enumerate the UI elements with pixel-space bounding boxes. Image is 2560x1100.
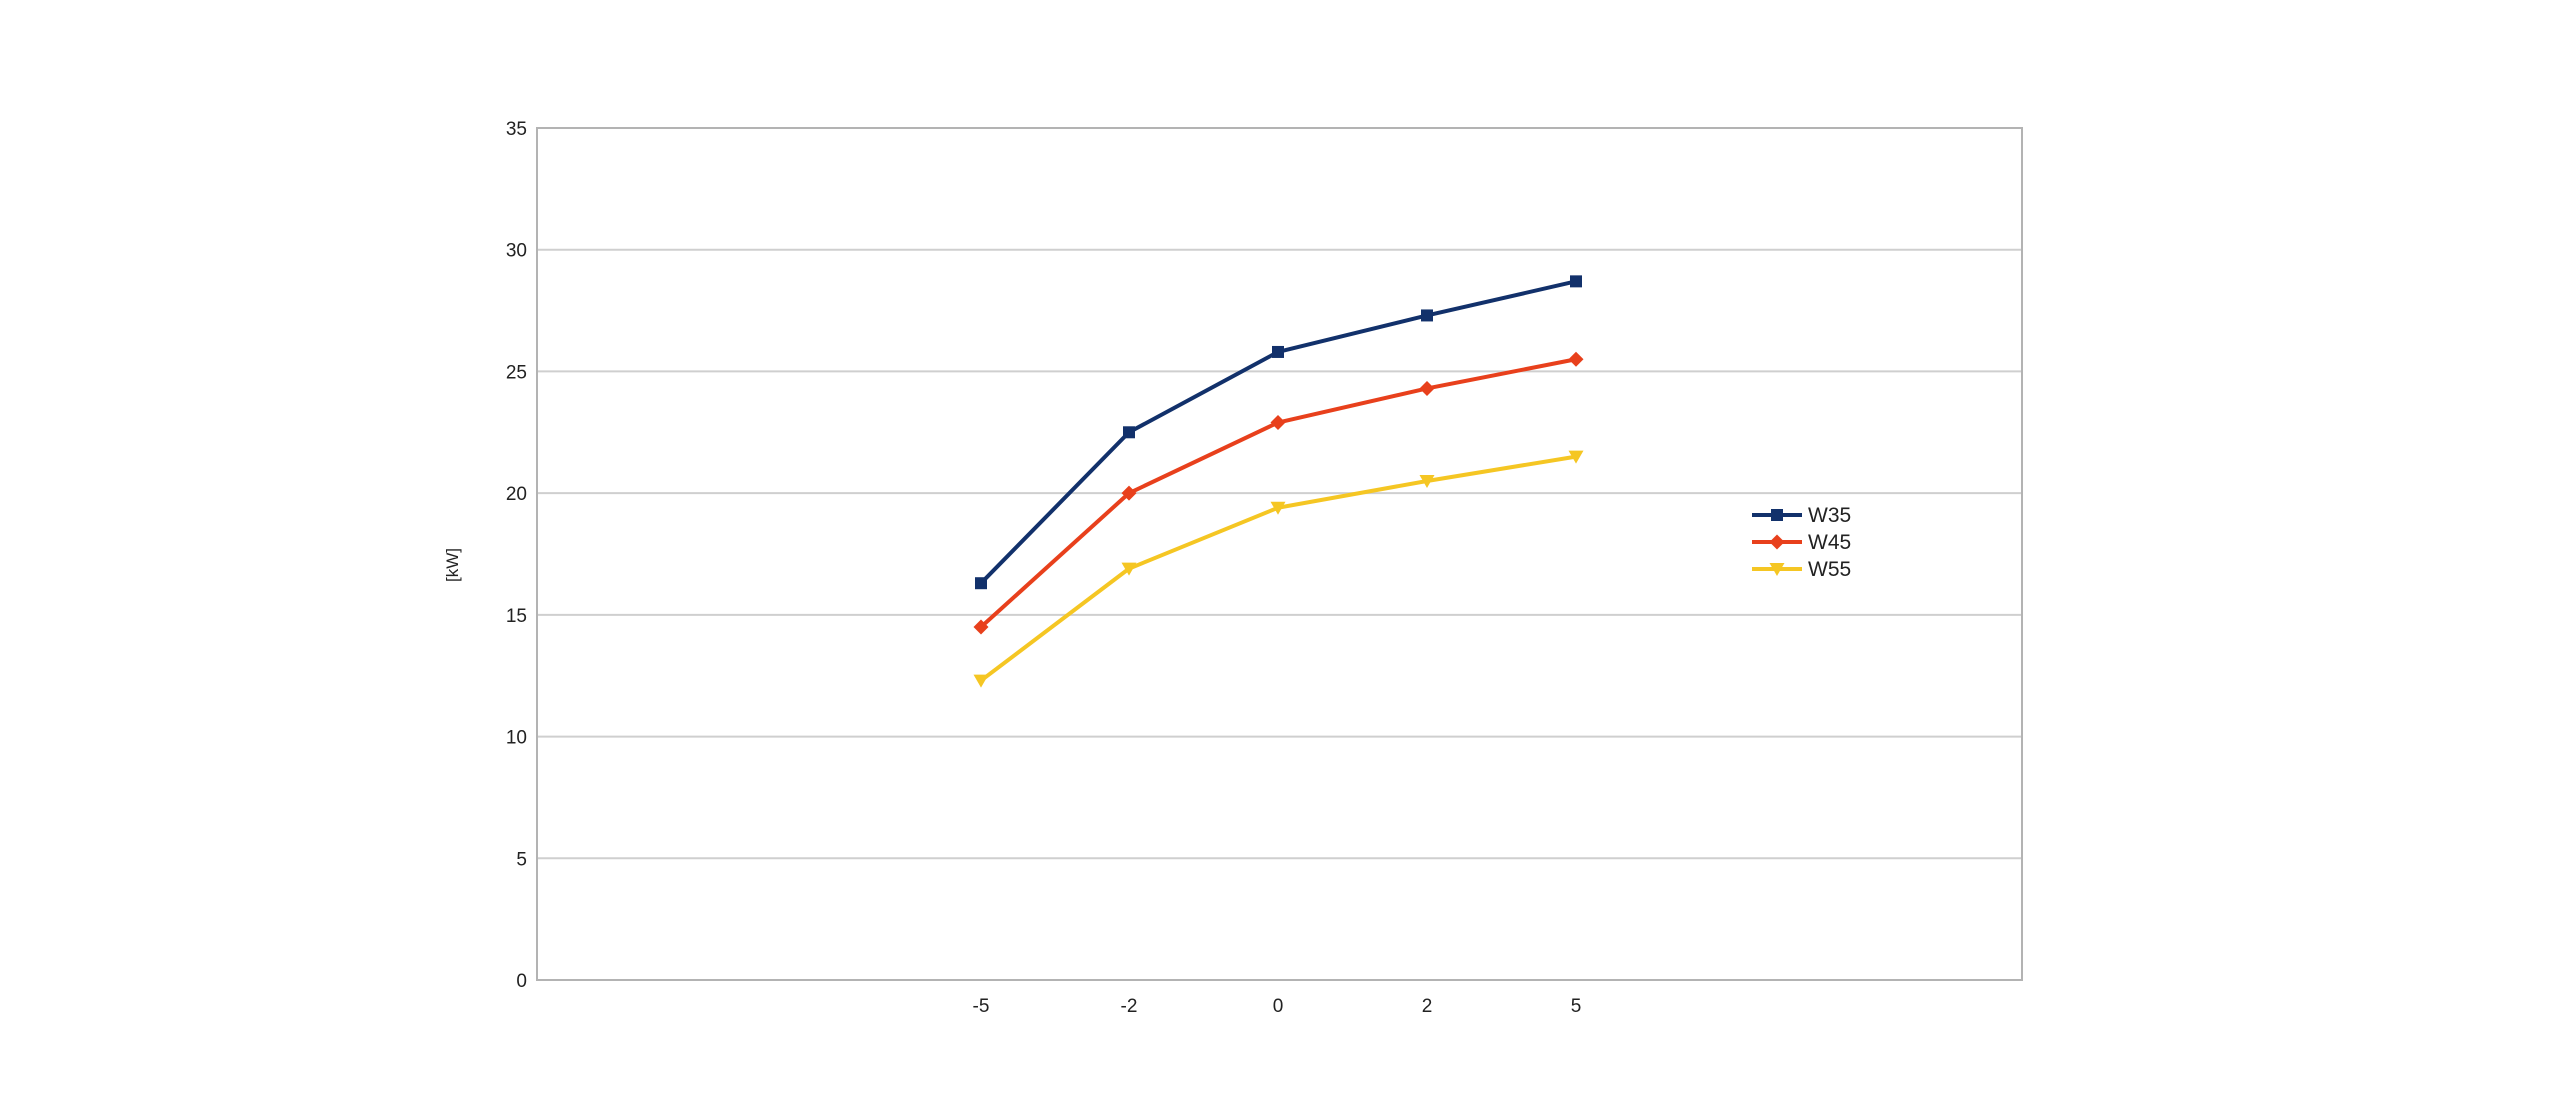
legend-label: W35 [1808,504,1851,527]
y-tick-label: 15 [506,606,527,627]
series-line [979,279,1578,586]
data-point [1270,415,1286,431]
legend-label: W45 [1808,531,1851,554]
data-point [973,619,989,635]
legend: W35 W45 W55 [1752,504,1851,581]
series-w55 [973,450,1584,688]
y-axis: 0 5 10 15 20 25 30 35 [506,119,527,992]
series-w45 [973,351,1584,635]
y-axis-label: [kW] [443,548,462,582]
series-group [973,275,1584,688]
data-point [1419,380,1435,396]
data-point [1270,501,1286,515]
legend-item: W35 [1752,504,1851,527]
data-point [975,577,987,590]
legend-item: W45 [1752,531,1851,554]
data-point [973,674,989,688]
data-point [1568,351,1584,367]
x-tick-label: 5 [1571,996,1582,1017]
y-tick-label: 10 [506,728,527,749]
y-tick-label: 20 [506,484,527,505]
y-tick-label: 30 [506,241,527,262]
data-point [1421,309,1433,322]
data-point [1272,345,1284,358]
x-axis: -5 -2 0 2 5 [973,996,1582,1017]
legend-marker [1771,509,1783,521]
x-tick-label: 2 [1422,996,1433,1017]
gridlines [537,248,2022,860]
x-tick-label: -5 [973,996,990,1017]
legend-marker [1769,534,1785,550]
legend-label: W55 [1808,558,1851,581]
data-point [1568,450,1584,464]
data-point [1121,485,1137,501]
y-tick-label: 35 [506,119,527,140]
y-tick-label: 5 [516,849,527,870]
legend-marker [1769,563,1785,576]
plot-area [536,127,2023,981]
data-point [1121,562,1137,576]
series-w35 [975,275,1582,590]
data-point [1419,474,1435,488]
data-point [1123,426,1135,439]
x-tick-label: 0 [1273,996,1284,1017]
y-tick-label: 25 [506,362,527,383]
legend-item: W55 [1752,558,1851,581]
y-tick-label: 0 [516,971,527,992]
x-tick-label: -2 [1121,996,1138,1017]
data-point [1570,275,1582,288]
